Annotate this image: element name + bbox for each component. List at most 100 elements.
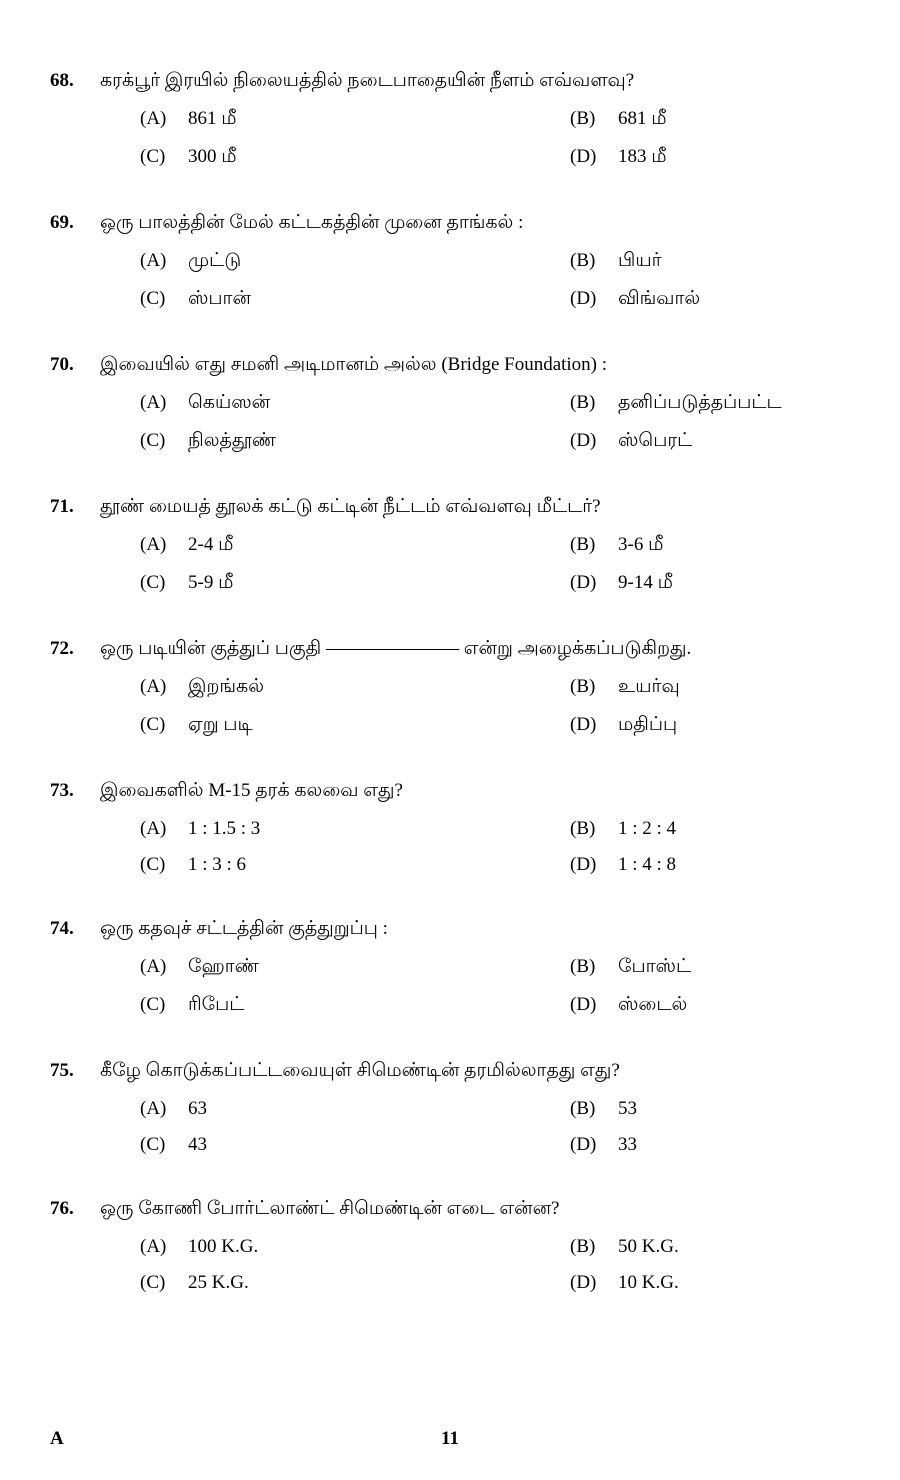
option-b: (B)3-6 மீ: [570, 534, 850, 558]
question: 75.கீழே கொடுக்கப்பட்டவையுள் சிமெண்டின் த…: [50, 1060, 850, 1156]
question-text: தூண் மையத் தூலக் கட்டு கட்டின் நீட்டம் எ…: [100, 496, 850, 520]
question-row: 69.ஒரு பாலத்தின் மேல் கட்டகத்தின் முனை த…: [50, 212, 850, 236]
question-text: ஒரு கதவுச் சட்டத்தின் குத்துறுப்பு :: [100, 918, 850, 942]
option-a: (A)முட்டு: [140, 250, 570, 274]
option-text: 100 K.G.: [188, 1236, 258, 1258]
question: 70.இவையில் எது சமனி அடிமானம் அல்ல (Bridg…: [50, 354, 850, 454]
footer-left: A: [50, 1428, 64, 1450]
question-text: கீழே கொடுக்கப்பட்டவையுள் சிமெண்டின் தரமி…: [100, 1060, 850, 1084]
option-label: (D): [570, 430, 618, 454]
question-row: 73.இவைகளில் M-15 தரக் கலவை எது?: [50, 780, 850, 804]
question-row: 68.கரக்பூர் இரயில் நிலையத்தில் நடைபாதையி…: [50, 70, 850, 94]
page-number: 11: [441, 1428, 459, 1450]
option-row: (C)43(D)33: [140, 1134, 850, 1156]
option-label: (B): [570, 818, 618, 840]
option-text: கெய்ஸன்: [188, 392, 270, 416]
option-d: (D)ஸ்பெரட்: [570, 430, 850, 454]
option-text: ஏறு படி: [188, 714, 253, 738]
question: 71.தூண் மையத் தூலக் கட்டு கட்டின் நீட்டம…: [50, 496, 850, 596]
option-b: (B)1 : 2 : 4: [570, 818, 850, 840]
option-a: (A)ஹோண்: [140, 956, 570, 980]
option-d: (D)ஸ்டைல்: [570, 994, 850, 1018]
option-text: 50 K.G.: [618, 1236, 679, 1258]
question: 76.ஒரு கோணி போர்ட்லாண்ட் சிமெண்டின் எடை …: [50, 1198, 850, 1294]
option-c: (C)43: [140, 1134, 570, 1156]
option-label: (A): [140, 956, 188, 980]
option-row: (A)100 K.G.(B)50 K.G.: [140, 1236, 850, 1258]
question-text: கரக்பூர் இரயில் நிலையத்தில் நடைபாதையின் …: [100, 70, 850, 94]
option-text: 3-6 மீ: [618, 534, 663, 558]
option-a: (A)63: [140, 1098, 570, 1120]
option-label: (C): [140, 572, 188, 596]
question: 69.ஒரு பாலத்தின் மேல் கட்டகத்தின் முனை த…: [50, 212, 850, 312]
option-text: ஹோண்: [188, 956, 259, 980]
question-row: 76.ஒரு கோணி போர்ட்லாண்ட் சிமெண்டின் எடை …: [50, 1198, 850, 1222]
option-b: (B)தனிப்படுத்தப்பட்ட: [570, 392, 850, 416]
option-a: (A)இறங்கல்: [140, 676, 570, 700]
option-label: (C): [140, 994, 188, 1018]
option-text: 300 மீ: [188, 146, 237, 170]
option-row: (A)63(B)53: [140, 1098, 850, 1120]
option-text: 1 : 4 : 8: [618, 854, 676, 876]
option-text: உயர்வு: [618, 676, 680, 700]
option-label: (D): [570, 146, 618, 170]
option-text: 1 : 1.5 : 3: [188, 818, 260, 840]
question-number: 74.: [50, 918, 100, 940]
option-c: (C)ஏறு படி: [140, 714, 570, 738]
option-c: (C)25 K.G.: [140, 1272, 570, 1294]
option-text: ஸ்பெரட்: [618, 430, 692, 454]
options: (A)கெய்ஸன்(B)தனிப்படுத்தப்பட்ட(C)நிலத்தூ…: [140, 392, 850, 454]
question-text: இவையில் எது சமனி அடிமானம் அல்ல (Bridge F…: [100, 354, 850, 378]
option-text: ஸ்பான்: [188, 288, 251, 312]
option-d: (D)183 மீ: [570, 146, 850, 170]
option-text: நிலத்தூண்: [188, 430, 276, 454]
options: (A)இறங்கல்(B)உயர்வு (C)ஏறு படி(D)மதிப்பு: [140, 676, 850, 738]
question: 68.கரக்பூர் இரயில் நிலையத்தில் நடைபாதையி…: [50, 70, 850, 170]
option-text: ஸ்டைல்: [618, 994, 687, 1018]
question-row: 72.ஒரு படியின் குத்துப் பகுதி ――――――― என…: [50, 638, 850, 662]
option-row: (C)5-9 மீ(D)9-14 மீ: [140, 572, 850, 596]
option-label: (A): [140, 1098, 188, 1120]
option-text: முட்டு: [188, 250, 241, 274]
option-label: (A): [140, 250, 188, 274]
option-text: 25 K.G.: [188, 1272, 249, 1294]
option-text: ரிபேட்: [188, 994, 244, 1018]
option-row: (A)முட்டு(B)பியர்: [140, 250, 850, 274]
option-label: (A): [140, 676, 188, 700]
question-number: 69.: [50, 212, 100, 234]
question-number: 76.: [50, 1198, 100, 1220]
question: 74.ஒரு கதவுச் சட்டத்தின் குத்துறுப்பு : (…: [50, 918, 850, 1018]
option-text: 861 மீ: [188, 108, 237, 132]
option-row: (C)ஸ்பான்(D)விங்வால்: [140, 288, 850, 312]
option-text: 63: [188, 1098, 207, 1120]
question: 72.ஒரு படியின் குத்துப் பகுதி ――――――― என…: [50, 638, 850, 738]
option-text: 681 மீ: [618, 108, 667, 132]
option-label: (A): [140, 108, 188, 132]
option-label: (B): [570, 392, 618, 416]
question-row: 74.ஒரு கதவுச் சட்டத்தின் குத்துறுப்பு :: [50, 918, 850, 942]
options: (A)100 K.G.(B)50 K.G.(C)25 K.G.(D)10 K.G…: [140, 1236, 850, 1294]
page-footer: A 11: [50, 1428, 850, 1450]
option-label: (B): [570, 956, 618, 980]
option-c: (C)5-9 மீ: [140, 572, 570, 596]
question-text: ஒரு கோணி போர்ட்லாண்ட் சிமெண்டின் எடை என்…: [100, 1198, 850, 1222]
question-row: 70.இவையில் எது சமனி அடிமானம் அல்ல (Bridg…: [50, 354, 850, 378]
question: 73.இவைகளில் M-15 தரக் கலவை எது?(A)1 : 1.…: [50, 780, 850, 876]
option-label: (B): [570, 534, 618, 558]
option-d: (D)33: [570, 1134, 850, 1156]
question-number: 70.: [50, 354, 100, 376]
option-text: 43: [188, 1134, 207, 1156]
options: (A)ஹோண்(B)போஸ்ட்(C)ரிபேட்(D)ஸ்டைல்: [140, 956, 850, 1018]
option-text: 183 மீ: [618, 146, 667, 170]
option-c: (C)ரிபேட்: [140, 994, 570, 1018]
option-label: (D): [570, 994, 618, 1018]
option-label: (B): [570, 1098, 618, 1120]
questions-container: 68.கரக்பூர் இரயில் நிலையத்தில் நடைபாதையி…: [50, 70, 850, 1294]
options: (A)1 : 1.5 : 3(B)1 : 2 : 4(C)1 : 3 : 6(D…: [140, 818, 850, 876]
question-number: 73.: [50, 780, 100, 802]
question-number: 68.: [50, 70, 100, 92]
option-d: (D)மதிப்பு: [570, 714, 850, 738]
option-row: (C)1 : 3 : 6(D)1 : 4 : 8: [140, 854, 850, 876]
option-label: (B): [570, 676, 618, 700]
option-text: 2-4 மீ: [188, 534, 233, 558]
